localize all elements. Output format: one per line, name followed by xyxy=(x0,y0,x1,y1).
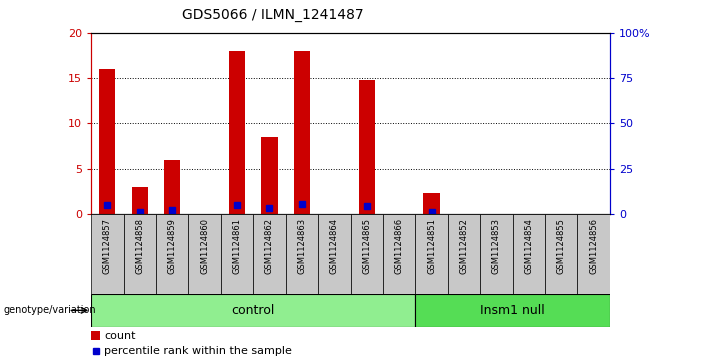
Bar xyxy=(294,51,310,214)
Text: GSM1124858: GSM1124858 xyxy=(135,218,144,274)
Text: GSM1124857: GSM1124857 xyxy=(103,218,112,274)
Text: GSM1124865: GSM1124865 xyxy=(362,218,372,274)
Text: GSM1124859: GSM1124859 xyxy=(168,218,177,274)
Bar xyxy=(261,137,278,214)
Bar xyxy=(164,160,180,214)
Bar xyxy=(359,80,375,214)
Bar xyxy=(480,214,512,294)
Bar xyxy=(286,214,318,294)
Bar xyxy=(91,294,415,327)
Text: GSM1124863: GSM1124863 xyxy=(297,218,306,274)
Bar xyxy=(189,214,221,294)
Text: GSM1124853: GSM1124853 xyxy=(492,218,501,274)
Bar xyxy=(100,69,116,214)
Bar xyxy=(221,214,253,294)
Text: GSM1124852: GSM1124852 xyxy=(459,218,468,274)
Text: GSM1124854: GSM1124854 xyxy=(524,218,533,274)
Text: GSM1124851: GSM1124851 xyxy=(427,218,436,274)
Text: GSM1124862: GSM1124862 xyxy=(265,218,274,274)
Bar xyxy=(545,214,578,294)
Text: control: control xyxy=(231,304,275,317)
Bar xyxy=(578,214,610,294)
Bar xyxy=(423,193,440,214)
Text: GSM1124860: GSM1124860 xyxy=(200,218,209,274)
Text: GDS5066 / ILMN_1241487: GDS5066 / ILMN_1241487 xyxy=(182,8,364,22)
Bar xyxy=(318,214,350,294)
Text: percentile rank within the sample: percentile rank within the sample xyxy=(104,346,292,355)
Bar xyxy=(229,51,245,214)
Bar xyxy=(415,214,448,294)
Bar xyxy=(383,214,415,294)
Text: GSM1124866: GSM1124866 xyxy=(395,218,404,274)
Text: GSM1124856: GSM1124856 xyxy=(589,218,598,274)
Bar xyxy=(123,214,156,294)
Bar xyxy=(415,294,610,327)
Bar xyxy=(132,187,148,214)
Text: Insm1 null: Insm1 null xyxy=(480,304,545,317)
Text: GSM1124864: GSM1124864 xyxy=(329,218,339,274)
Bar xyxy=(91,214,123,294)
Bar xyxy=(253,214,286,294)
Text: genotype/variation: genotype/variation xyxy=(4,305,96,315)
Text: GSM1124861: GSM1124861 xyxy=(233,218,242,274)
Bar xyxy=(156,214,189,294)
Text: GSM1124855: GSM1124855 xyxy=(557,218,566,274)
Bar xyxy=(91,331,100,340)
Bar xyxy=(350,214,383,294)
Bar xyxy=(448,214,480,294)
Bar xyxy=(512,214,545,294)
Text: count: count xyxy=(104,331,135,340)
